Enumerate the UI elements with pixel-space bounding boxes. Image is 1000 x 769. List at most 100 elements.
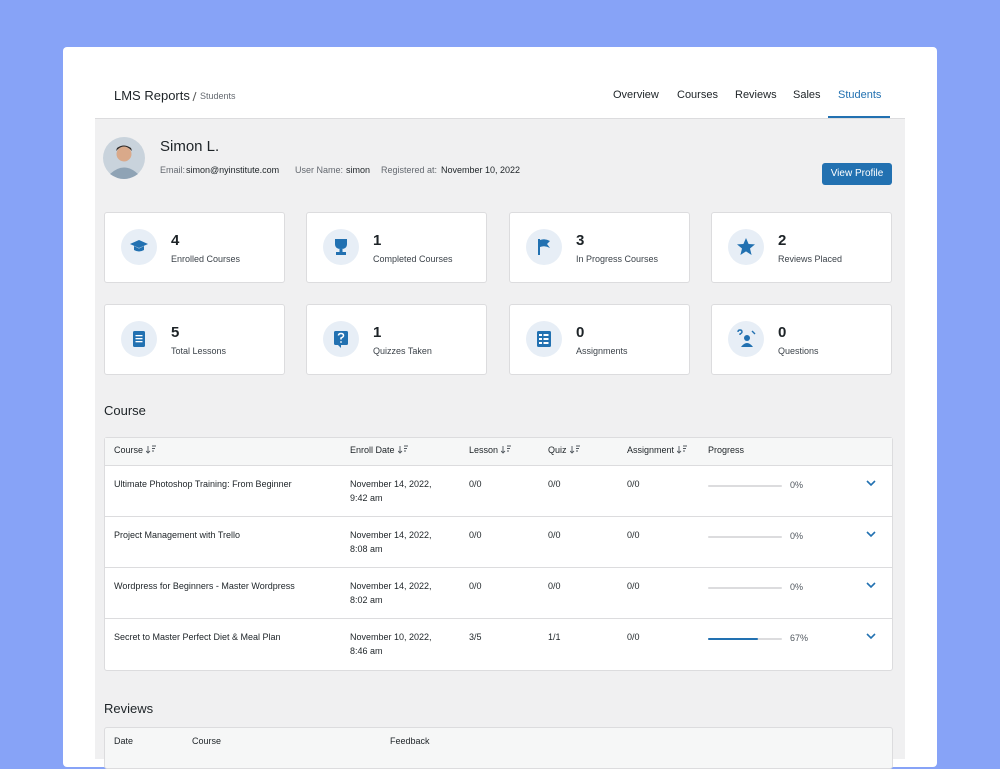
- lesson-count: 0/0: [469, 581, 482, 591]
- stat-icon: [323, 321, 359, 357]
- stat-icon: [121, 229, 157, 265]
- course-name: Secret to Master Perfect Diet & Meal Pla…: [114, 632, 281, 642]
- view-profile-button[interactable]: View Profile: [822, 163, 892, 185]
- column-header: Enroll Date: [350, 445, 395, 455]
- sort-icon: [501, 445, 512, 454]
- sort-icon: [146, 445, 157, 454]
- reviews-table: [104, 727, 893, 769]
- enroll-time: 8:46 am: [350, 646, 383, 656]
- username: simon: [346, 165, 371, 175]
- progress-track: [708, 485, 782, 487]
- progress-track: [708, 587, 782, 589]
- username-label: User Name:: [295, 165, 344, 175]
- column-header: Progress: [708, 445, 745, 455]
- stat-value: 1: [373, 324, 382, 341]
- assignment-count: 0/0: [627, 479, 640, 489]
- course-name: Ultimate Photoshop Training: From Beginn…: [114, 479, 292, 489]
- assignment-count: 0/0: [627, 530, 640, 540]
- lesson-count: 3/5: [469, 632, 482, 642]
- profile-name: Simon L.: [160, 138, 220, 155]
- stat-value: 0: [576, 324, 585, 341]
- column-header: Quiz: [548, 445, 567, 455]
- enroll-time: 8:02 am: [350, 595, 383, 605]
- sort-icon: [569, 445, 580, 454]
- course-name: Project Management with Trello: [114, 530, 241, 540]
- breadcrumb: Students: [200, 91, 236, 101]
- registered-label: Registered at:: [381, 165, 438, 175]
- enroll-date: November 14, 2022,: [350, 581, 432, 591]
- progress-track: [708, 536, 782, 538]
- stat-label: Reviews Placed: [778, 254, 843, 264]
- page-title: LMS Reports: [114, 88, 190, 103]
- stat-value: 1: [373, 232, 382, 249]
- column-header: Course: [192, 736, 222, 746]
- progress-label: 0%: [790, 531, 804, 541]
- stat-label: Quizzes Taken: [373, 346, 432, 356]
- stat-label: Assignments: [576, 346, 628, 356]
- progress-label: 0%: [790, 582, 804, 592]
- enroll-date: November 14, 2022,: [350, 479, 432, 489]
- column-header: Lesson: [469, 445, 499, 455]
- page: LMS Reports Students Overview Courses Review…: [63, 47, 937, 769]
- column-header: Feedback: [390, 736, 430, 746]
- nav-tab[interactable]: Overview: [613, 89, 659, 101]
- course-name: Wordpress for Beginners - Master Wordpre…: [114, 581, 295, 591]
- stat-card: [509, 212, 690, 283]
- stat-value: 4: [171, 232, 180, 249]
- stat-icon: [323, 229, 359, 265]
- lesson-count: 0/0: [469, 530, 482, 540]
- expand-chevron[interactable]: [866, 580, 876, 590]
- section-title: Reviews: [104, 701, 154, 716]
- nav-tab[interactable]: Reviews: [735, 89, 777, 101]
- registered-date: November 10, 2022: [441, 165, 521, 175]
- nav-tab[interactable]: Courses: [677, 89, 718, 101]
- quiz-count: 1/1: [548, 632, 561, 642]
- stat-label: Total Lessons: [171, 346, 227, 356]
- email: simon@nyinstitute.com: [186, 165, 280, 175]
- column-header: Course: [114, 445, 144, 455]
- assignment-count: 0/0: [627, 632, 640, 642]
- stat-icon: [526, 229, 562, 265]
- expand-chevron[interactable]: [866, 478, 876, 488]
- quiz-count: 0/0: [548, 530, 561, 540]
- enroll-time: 8:08 am: [350, 544, 383, 554]
- nav-tab[interactable]: Students: [838, 89, 882, 101]
- breadcrumb-separator: [192, 91, 197, 102]
- column-header: Date: [114, 736, 134, 746]
- expand-chevron[interactable]: [866, 631, 876, 641]
- lesson-count: 0/0: [469, 479, 482, 489]
- table-header-bg: [105, 438, 892, 466]
- email-label: Email:: [160, 165, 186, 175]
- row-divider: [105, 567, 892, 568]
- stat-label: Completed Courses: [373, 254, 453, 264]
- expand-chevron[interactable]: [866, 529, 876, 539]
- nav-tab[interactable]: Sales: [793, 89, 821, 101]
- stat-value: 3: [576, 232, 585, 249]
- row-divider: [105, 618, 892, 619]
- enroll-date: November 14, 2022,: [350, 530, 432, 540]
- stat-value: 5: [171, 324, 180, 341]
- stat-label: Enrolled Courses: [171, 254, 241, 264]
- column-header: Assignment: [627, 445, 675, 455]
- stat-icon: [728, 321, 764, 357]
- quiz-count: 0/0: [548, 581, 561, 591]
- stat-label: In Progress Courses: [576, 254, 659, 264]
- stat-label: Questions: [778, 346, 819, 356]
- sort-icon: [397, 445, 408, 454]
- stat-icon: [526, 321, 562, 357]
- avatar: [103, 137, 145, 179]
- stat-icon: [121, 321, 157, 357]
- stat-value: 0: [778, 324, 787, 341]
- stat-icon: [728, 229, 764, 265]
- enroll-time: 9:42 am: [350, 493, 383, 503]
- quiz-count: 0/0: [548, 479, 561, 489]
- course-table: [104, 437, 893, 671]
- sort-icon: [677, 445, 688, 454]
- nav-active-underline: [828, 116, 890, 118]
- progress-label: 0%: [790, 480, 804, 490]
- progress-label: 67%: [790, 633, 809, 643]
- section-title: Course: [104, 403, 146, 418]
- enroll-date: November 10, 2022,: [350, 632, 432, 642]
- row-divider: [105, 516, 892, 517]
- progress-bar: [708, 638, 758, 640]
